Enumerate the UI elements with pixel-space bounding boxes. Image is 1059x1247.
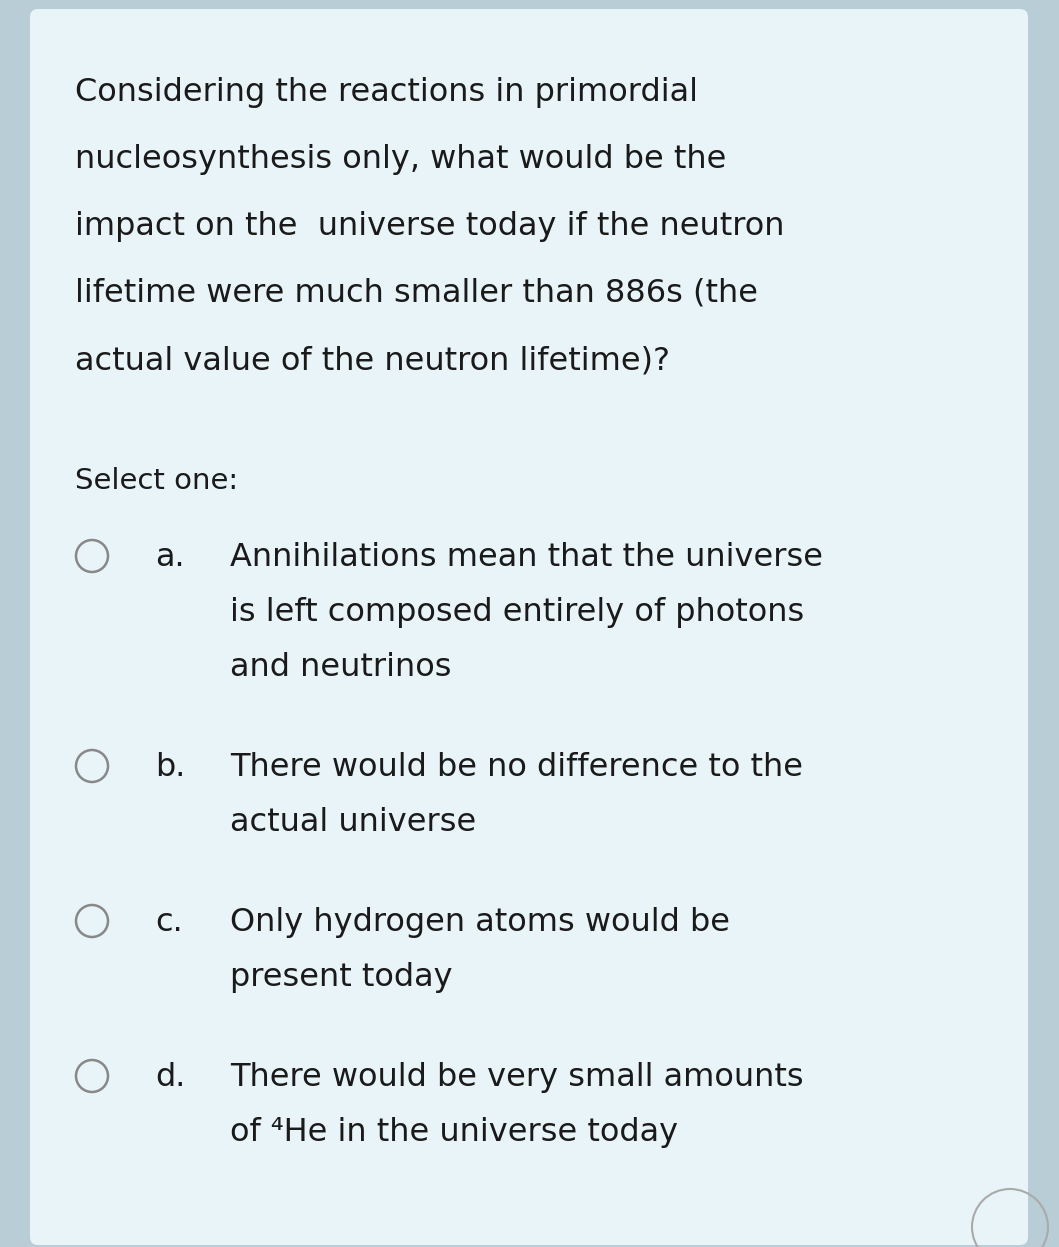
Text: Considering the reactions in primordial: Considering the reactions in primordial — [75, 77, 698, 108]
Text: d.: d. — [155, 1062, 185, 1094]
Text: actual universe: actual universe — [230, 807, 477, 838]
Text: Select one:: Select one: — [75, 466, 238, 495]
Text: and neutrinos: and neutrinos — [230, 652, 451, 683]
Text: of ⁴He in the universe today: of ⁴He in the universe today — [230, 1117, 678, 1148]
Text: present today: present today — [230, 961, 452, 993]
Text: There would be no difference to the: There would be no difference to the — [230, 752, 803, 783]
Text: b.: b. — [155, 752, 185, 783]
Text: c.: c. — [155, 907, 183, 938]
Text: lifetime were much smaller than 886s (the: lifetime were much smaller than 886s (th… — [75, 278, 758, 309]
Text: There would be very small amounts: There would be very small amounts — [230, 1062, 804, 1094]
Text: Only hydrogen atoms would be: Only hydrogen atoms would be — [230, 907, 730, 938]
FancyBboxPatch shape — [30, 9, 1028, 1245]
Text: a.: a. — [155, 542, 184, 574]
Text: nucleosynthesis only, what would be the: nucleosynthesis only, what would be the — [75, 143, 726, 175]
Text: impact on the  universe today if the neutron: impact on the universe today if the neut… — [75, 211, 785, 242]
Text: actual value of the neutron lifetime)?: actual value of the neutron lifetime)? — [75, 345, 670, 377]
Text: Annihilations mean that the universe: Annihilations mean that the universe — [230, 542, 823, 574]
Text: is left composed entirely of photons: is left composed entirely of photons — [230, 597, 804, 628]
